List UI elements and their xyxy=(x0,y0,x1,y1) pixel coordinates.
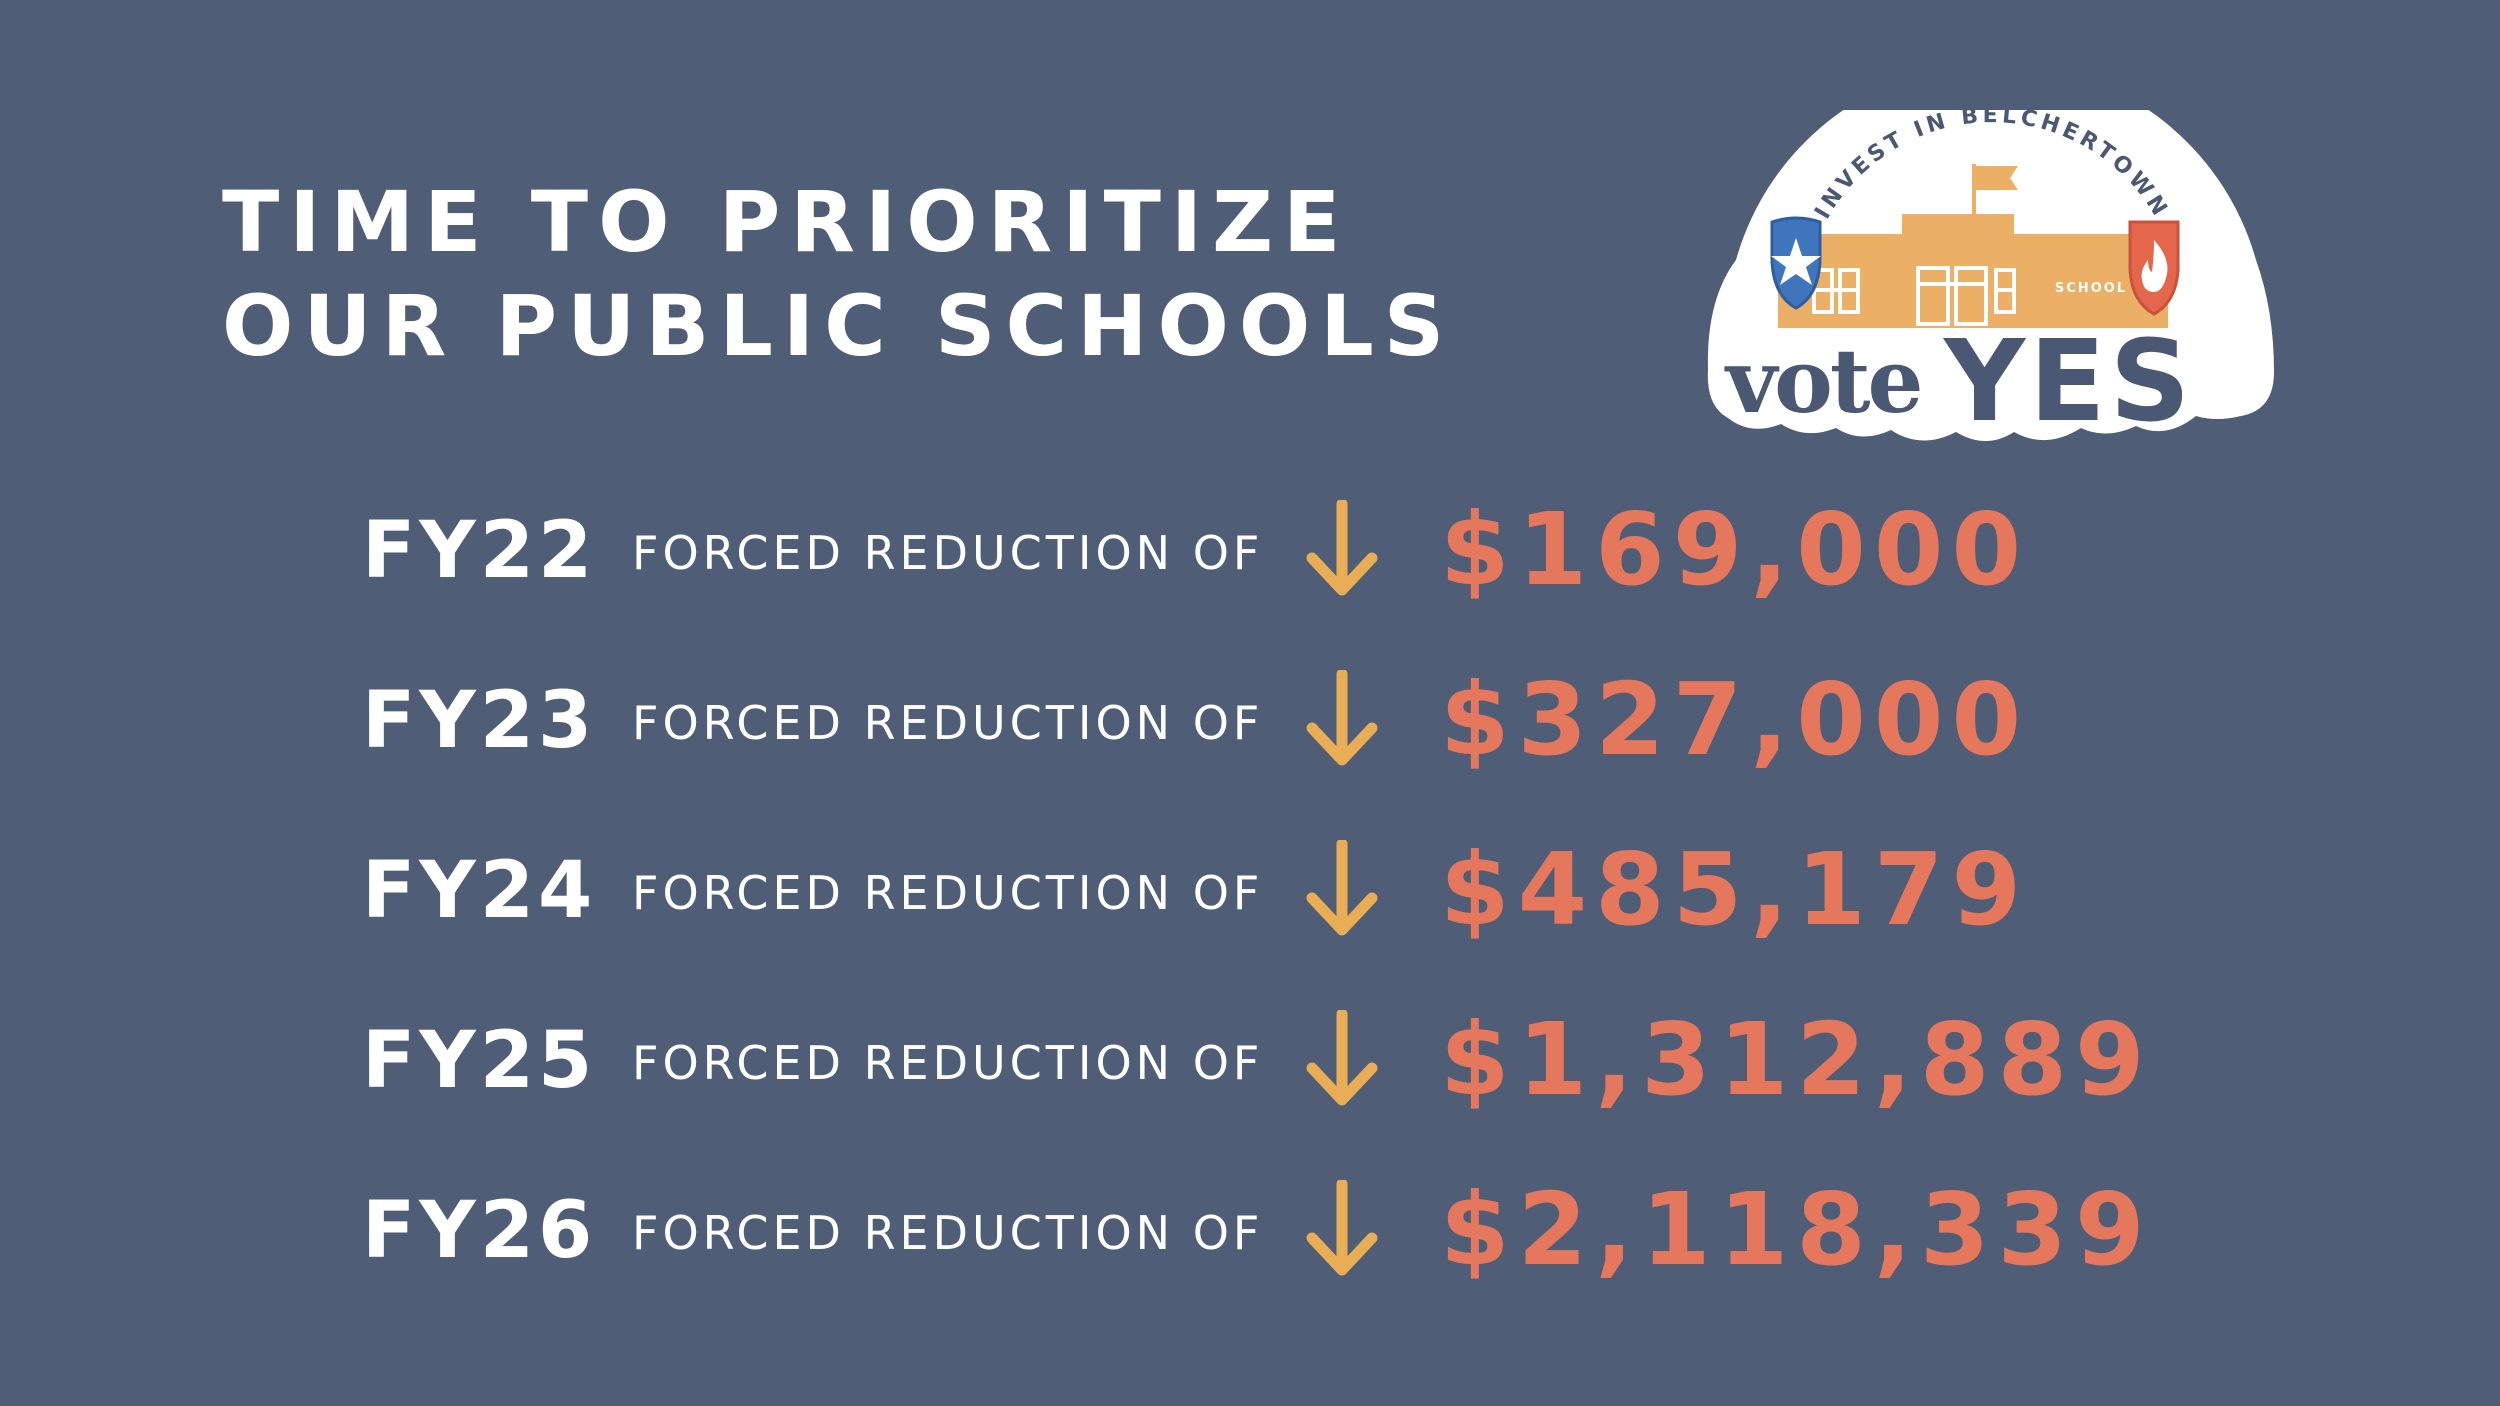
down-arrow-icon xyxy=(1306,1010,1378,1106)
reduction-amount: $2,118,339 xyxy=(1440,1171,2153,1288)
reduction-amount: $169,000 xyxy=(1440,491,2030,608)
flag-icon xyxy=(1972,164,2018,218)
reduction-amount: $1,312,889 xyxy=(1440,1001,2153,1118)
reduction-amount: $485,179 xyxy=(1440,831,2030,948)
fiscal-year-label: FY22 xyxy=(362,506,597,596)
reduction-row: FY25 FORCED REDUCTION OF $1,312,889 xyxy=(362,998,2162,1168)
reduction-label: FORCED REDUCTION OF xyxy=(632,526,1264,580)
yes-word: YES xyxy=(1942,317,2194,447)
star-shield-icon xyxy=(1770,216,1822,310)
headline-line-1: TIME TO PRIORITIZE xyxy=(222,173,1351,271)
down-arrow-icon xyxy=(1306,840,1378,936)
reduction-label: FORCED REDUCTION OF xyxy=(632,866,1264,920)
down-arrow-icon xyxy=(1306,670,1378,766)
reduction-label: FORCED REDUCTION OF xyxy=(632,1036,1264,1090)
reduction-label: FORCED REDUCTION OF xyxy=(632,1206,1264,1260)
vote-word: vote xyxy=(1724,329,1920,433)
badge-graphic: INVEST IN BELCHERTOWN xyxy=(1707,110,2274,447)
reduction-row: FY26 FORCED REDUCTION OF $2,118,339 xyxy=(362,1168,2162,1338)
reduction-label: FORCED REDUCTION OF xyxy=(632,696,1264,750)
school-sign: SCHOOL xyxy=(2055,281,2127,296)
reduction-row: FY22 FORCED REDUCTION OF $169,000 xyxy=(362,488,2162,658)
vote-yes-badge: INVEST IN BELCHERTOWN xyxy=(1696,110,2280,476)
fiscal-year-label: FY23 xyxy=(362,676,597,766)
headline: TIME TO PRIORITIZE OUR PUBLIC SCHOOLS xyxy=(222,170,1454,378)
down-arrow-icon xyxy=(1306,500,1378,596)
fiscal-year-label: FY25 xyxy=(362,1016,597,1106)
reduction-row: FY23 FORCED REDUCTION OF $327,000 xyxy=(362,658,2162,828)
headline-line-2: OUR PUBLIC SCHOOLS xyxy=(222,277,1455,375)
reduction-amount: $327,000 xyxy=(1440,661,2030,778)
flame-shield-icon xyxy=(2128,220,2180,316)
fiscal-year-label: FY26 xyxy=(362,1186,597,1276)
down-arrow-icon xyxy=(1306,1180,1378,1276)
school-building-icon: SCHOOL xyxy=(1778,214,2168,328)
reduction-row: FY24 FORCED REDUCTION OF $485,179 xyxy=(362,828,2162,998)
reduction-list: FY22 FORCED REDUCTION OF $169,000 FY23 F… xyxy=(362,488,2162,1338)
fiscal-year-label: FY24 xyxy=(362,846,597,936)
